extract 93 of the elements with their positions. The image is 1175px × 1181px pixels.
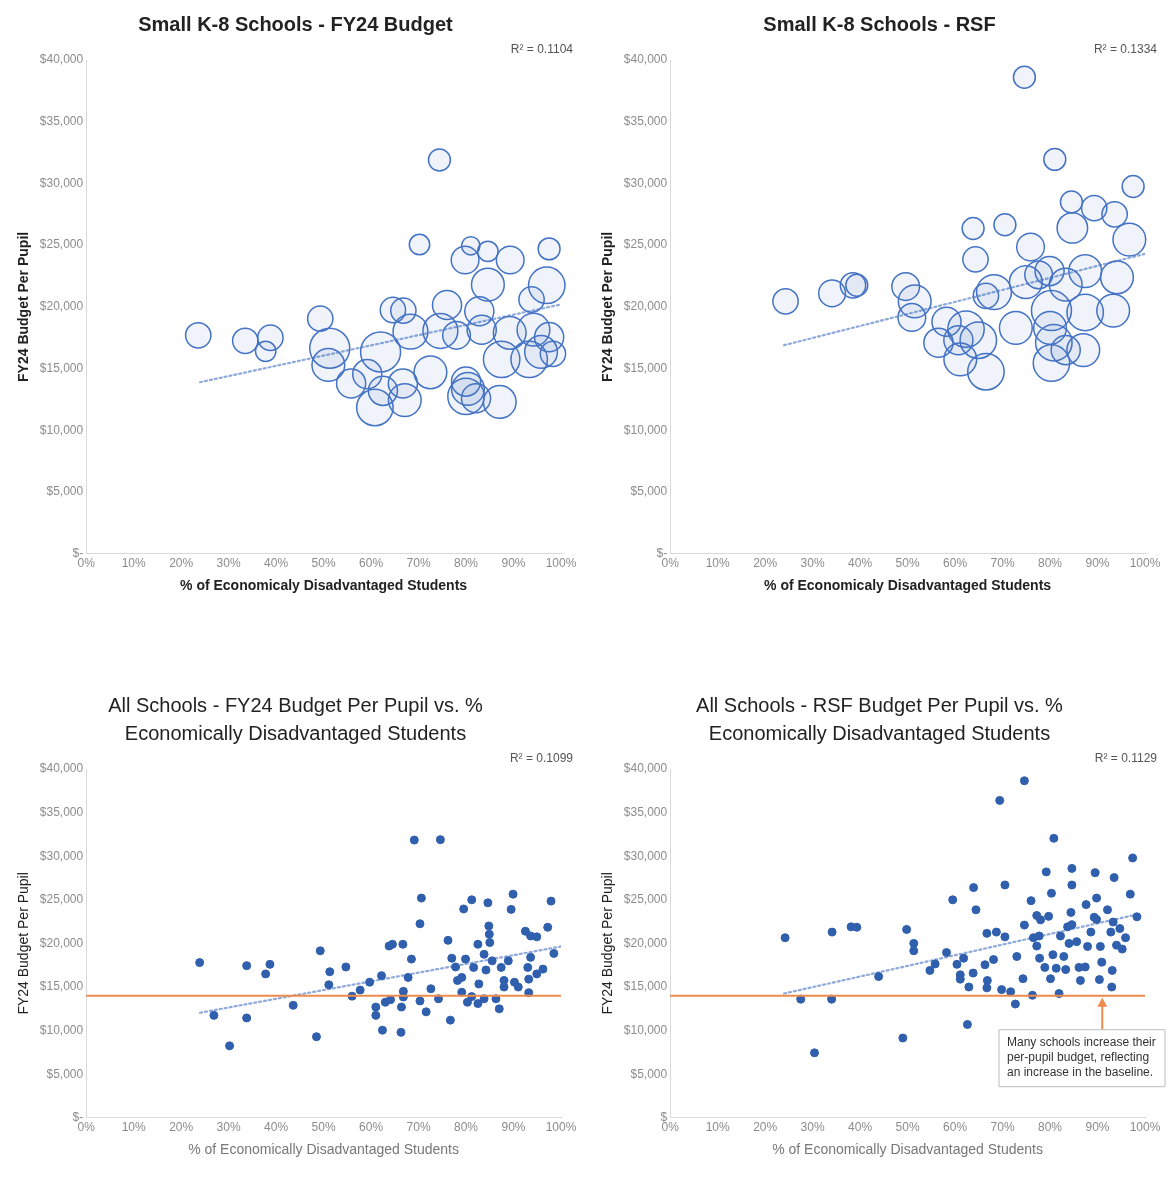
x-tick-label: 90% (501, 556, 526, 571)
y-tick-label: $35,000 (623, 114, 668, 129)
x-tick-label: 70% (406, 1120, 431, 1135)
x-tick-label: 40% (264, 556, 289, 571)
x-tick-label: 100% (545, 1120, 577, 1135)
y-tick-label: $5,000 (630, 484, 668, 499)
y-tick-label: $25,000 (623, 892, 668, 907)
x-axis-title: % of Economically Disadvantaged Students (772, 1141, 1043, 1158)
y-tick-label: $20,000 (623, 299, 668, 314)
y-tick-label: $35,000 (623, 804, 668, 819)
x-tick-label: 50% (895, 556, 920, 571)
y-tick-label: $20,000 (623, 935, 668, 950)
y-axis-title: FY24 Budget Per Pupil (599, 231, 616, 382)
x-tick-label: 60% (943, 1120, 968, 1135)
x-tick-label: 100% (1129, 556, 1161, 571)
chart-title: All Schools - RSF Budget Per Pupil vs. % Economically Disadvantaged Students (695, 693, 1064, 746)
x-tick-label: 0% (77, 556, 96, 571)
text: R² = 0.1104 (510, 42, 574, 57)
x-tick-label: 70% (406, 556, 431, 571)
x-tick-label: 40% (264, 1120, 289, 1135)
y-tick-label: $35,000 (39, 804, 84, 819)
x-tick-label: 0% (661, 1120, 680, 1135)
y-tick-label: $15,000 (39, 360, 84, 375)
text: R² = 0.1129 (1094, 751, 1158, 766)
y-tick-label: $10,000 (39, 422, 84, 437)
y-tick-label: $15,000 (39, 979, 84, 994)
x-tick-label: 0% (77, 1120, 96, 1135)
text: R² = 0.1334 (1093, 42, 1158, 57)
x-tick-label: 30% (800, 1120, 825, 1135)
y-tick-label: $20,000 (39, 935, 84, 950)
x-axis-title: % of Economicaly Disadvantaged Students (764, 577, 1052, 594)
x-tick-label: 10% (121, 556, 146, 571)
y-tick-label: $40,000 (39, 761, 84, 776)
x-tick-label: 90% (1085, 1120, 1110, 1135)
x-tick-label: 10% (705, 1120, 730, 1135)
y-tick-label: $40,000 (623, 52, 668, 67)
x-tick-label: 80% (454, 556, 479, 571)
chart-title: Small K-8 Schools - RSF (763, 12, 996, 37)
x-tick-label: 80% (1038, 1120, 1063, 1135)
x-tick-label: 50% (311, 556, 336, 571)
x-tick-label: 30% (216, 1120, 241, 1135)
y-axis-title: FY24 Budget Per Pupil (15, 231, 32, 382)
x-tick-label: 100% (545, 556, 577, 571)
x-tick-label: 10% (705, 556, 730, 571)
x-tick-label: 60% (359, 1120, 384, 1135)
chart-title: Small K-8 Schools - FY24 Budget (138, 12, 453, 37)
x-tick-label: 60% (943, 556, 968, 571)
x-tick-label: 70% (990, 556, 1015, 571)
x-tick-label: 100% (1129, 1120, 1161, 1135)
x-tick-label: 30% (800, 556, 825, 571)
y-tick-label: $25,000 (623, 237, 668, 252)
y-tick-label: $30,000 (39, 848, 84, 863)
x-tick-label: 90% (1085, 556, 1110, 571)
y-tick-label: $10,000 (623, 422, 668, 437)
y-tick-label: $15,000 (623, 360, 668, 375)
x-axis-title: % of Economically Disadvantaged Students (188, 1141, 459, 1158)
y-tick-label: $20,000 (39, 299, 84, 314)
x-tick-label: 80% (454, 1120, 479, 1135)
y-tick-label: $30,000 (39, 175, 84, 190)
x-tick-label: 10% (121, 1120, 146, 1135)
x-tick-label: 80% (1038, 556, 1063, 571)
y-tick-label: $5,000 (46, 484, 84, 499)
y-tick-label: $5,000 (630, 1066, 668, 1081)
x-tick-label: 20% (169, 1120, 194, 1135)
x-tick-label: 90% (501, 1120, 526, 1135)
x-tick-label: 60% (359, 556, 384, 571)
y-tick-label: $35,000 (39, 114, 84, 129)
y-tick-label: $40,000 (39, 52, 84, 67)
x-tick-label: 0% (661, 556, 680, 571)
y-tick-label: $30,000 (623, 175, 668, 190)
y-tick-label: $25,000 (39, 892, 84, 907)
x-tick-label: 50% (311, 1120, 336, 1135)
x-tick-label: 70% (990, 1120, 1015, 1135)
y-tick-label: $5,000 (46, 1066, 84, 1081)
text: R² = 0.1099 (509, 751, 574, 766)
x-tick-label: 40% (848, 556, 873, 571)
chart-title: All Schools - FY24 Budget Per Pupil vs. % Economically Disadvantaged Students (107, 693, 484, 746)
y-axis-title: FY24 Budget Per Pupil (15, 872, 32, 1015)
x-tick-label: 50% (895, 1120, 920, 1135)
y-axis-title: FY24 Budget Per Pupil (599, 872, 616, 1015)
x-tick-label: 20% (753, 556, 778, 571)
y-tick-label: $15,000 (623, 979, 668, 994)
y-tick-label: $10,000 (623, 1022, 668, 1037)
annotation: Many schools increase their per-pupil budget, reflecting an increase in the baseline. (1007, 1035, 1156, 1080)
x-tick-label: 20% (753, 1120, 778, 1135)
y-tick-label: $40,000 (623, 761, 668, 776)
y-tick-label: $25,000 (39, 237, 84, 252)
y-tick-label: $10,000 (39, 1022, 84, 1037)
x-tick-label: 40% (848, 1120, 873, 1135)
y-tick-label: $30,000 (623, 848, 668, 863)
x-tick-label: 30% (216, 556, 241, 571)
x-tick-label: 20% (169, 556, 194, 571)
x-axis-title: % of Economicaly Disadvantaged Students (180, 577, 468, 594)
